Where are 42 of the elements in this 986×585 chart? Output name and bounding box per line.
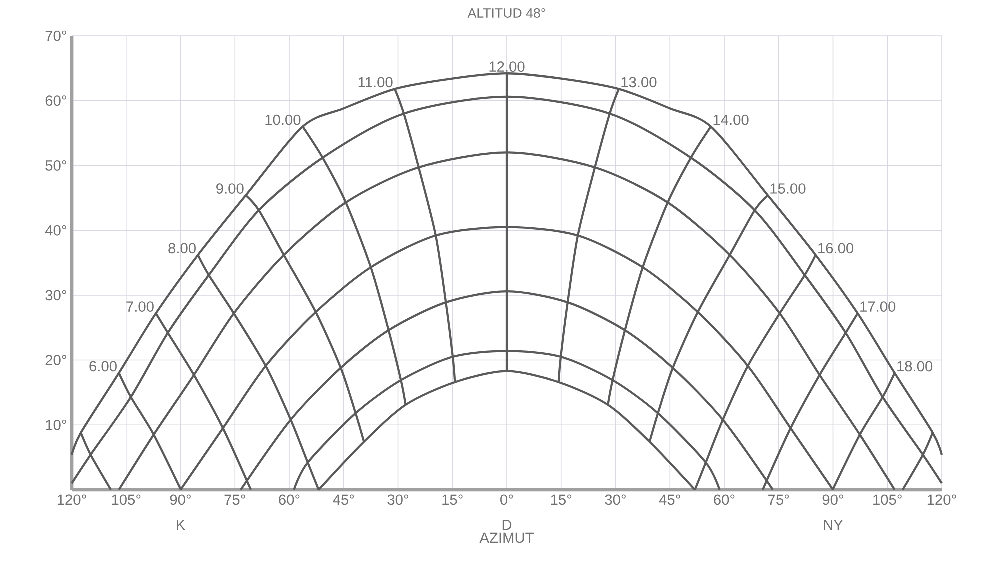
y-tick-label: 30°	[46, 290, 66, 301]
annotation: NY	[824, 520, 844, 530]
y-tick-label: 10°	[46, 420, 66, 430]
series-label: 13.00	[622, 77, 657, 88]
x-tick-label: 120°	[58, 494, 86, 506]
x-tick-label: 60°	[714, 494, 735, 506]
series-label: 6.00	[90, 361, 117, 372]
series-label: 18.00	[898, 361, 933, 372]
series-label: 11.00	[358, 77, 393, 88]
series-label: 15.00	[770, 184, 806, 194]
y-tick-label: 40°	[45, 225, 66, 236]
text: D	[502, 520, 512, 530]
x-tick-label: 105°	[112, 494, 141, 506]
series-label: 8.00	[168, 243, 196, 254]
series-label: 10.00	[266, 114, 301, 126]
x-tick-label: 60°	[279, 494, 300, 506]
x-tick-label: 45°	[333, 494, 354, 506]
series-label: 12.00	[490, 62, 525, 72]
y-tick-label: 20°	[46, 355, 66, 366]
x-tick-label: 105°	[874, 494, 902, 506]
x-tick-label: 120°	[928, 494, 956, 506]
y-tick-label: 60°	[46, 96, 66, 106]
x-tick-label: 30°	[605, 494, 626, 506]
y-tick-label: 70°	[46, 30, 66, 42]
x-tick-label: 90°	[170, 494, 191, 506]
x-tick-label: 75°	[768, 494, 790, 506]
y-tick-label: 50°	[46, 160, 66, 171]
x-tick-label: 15°	[551, 494, 572, 506]
series-label: 17.00	[860, 302, 896, 312]
x-tick-label: 45°	[659, 494, 680, 506]
series-label: 9.00	[216, 184, 244, 194]
series-label: 16.00	[818, 243, 854, 254]
annotation: K	[177, 520, 186, 530]
x-tick-label: 75°	[224, 494, 246, 506]
x-tick-label: 30°	[388, 494, 408, 506]
series-label: 7.00	[126, 302, 154, 312]
chart-title: ALTITUD 48°	[468, 8, 546, 18]
x-tick-label: 15°	[442, 494, 463, 506]
x-tick-label: 0°	[500, 494, 514, 506]
series-label: 14.00	[714, 114, 749, 126]
x-tick-label: 90°	[822, 494, 844, 506]
x-axis-title: AZIMUT	[480, 532, 534, 544]
